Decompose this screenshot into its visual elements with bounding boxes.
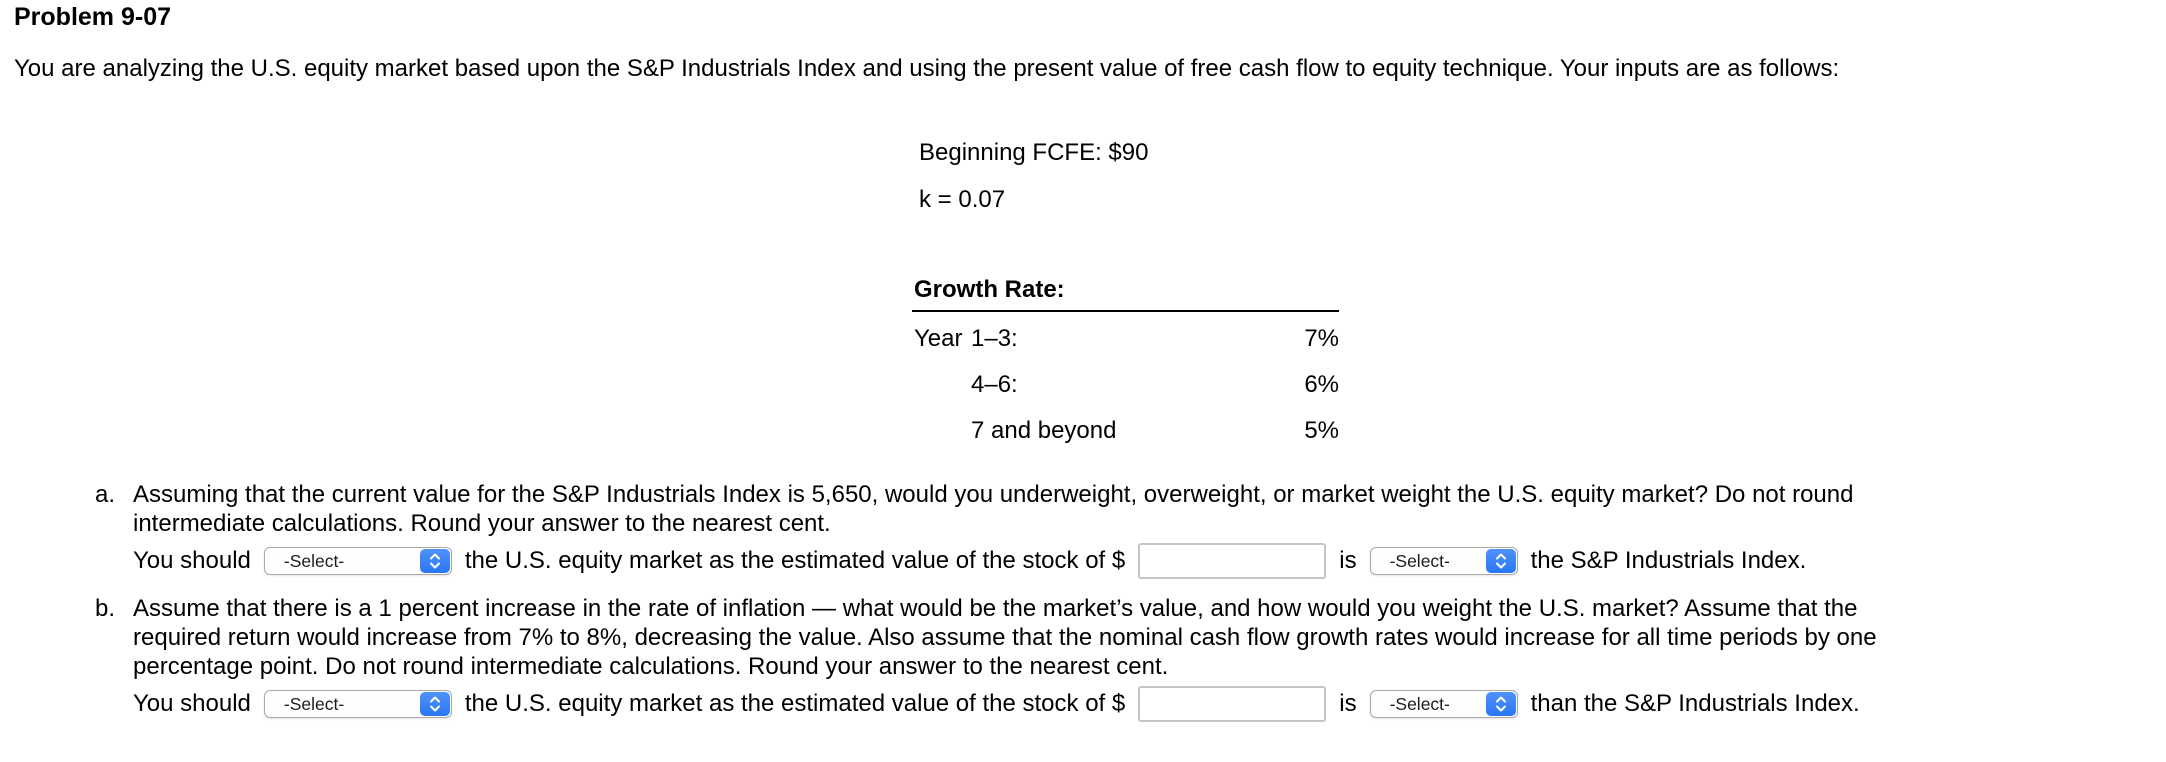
problem-page: Problem 9-07 You are analyzing the U.S. … bbox=[14, 3, 2152, 723]
answer-connector-text: is bbox=[1339, 690, 1357, 717]
part-b-weight-select[interactable]: -Select- bbox=[263, 690, 452, 718]
part-b: b. Assume that there is a 1 percent incr… bbox=[14, 594, 2152, 723]
given-values-block: Beginning FCFE: $90 k = 0.07 Growth Rate… bbox=[912, 140, 2152, 443]
problem-intro-text: You are analyzing the U.S. equity market… bbox=[14, 55, 1840, 82]
part-b-question-line: Assume that there is a 1 percent increas… bbox=[133, 595, 1858, 622]
select-placeholder: -Select- bbox=[1389, 693, 1450, 714]
growth-rate-heading: Growth Rate: bbox=[912, 277, 1339, 312]
part-b-comparison-select[interactable]: -Select- bbox=[1369, 690, 1518, 718]
growth-row-rate: 7% bbox=[1304, 325, 1339, 352]
part-a-estimated-value-input[interactable] bbox=[1138, 543, 1327, 579]
select-stepper-icon bbox=[1485, 549, 1516, 573]
answer-middle-text: the U.S. equity market as the estimated … bbox=[464, 547, 1126, 574]
part-a-marker: a. bbox=[95, 481, 116, 508]
growth-rate-row: 7 and beyond 5% bbox=[912, 419, 1339, 443]
select-stepper-icon bbox=[1485, 692, 1516, 716]
growth-rate-row: 4–6: 6% bbox=[912, 373, 1339, 397]
part-a-weight-select[interactable]: -Select- bbox=[263, 547, 452, 575]
answer-prefix-text: You should bbox=[133, 690, 251, 717]
growth-row-year-label: Year bbox=[914, 325, 963, 352]
answer-suffix-text: the S&P Industrials Index. bbox=[1530, 547, 1807, 574]
answer-prefix-text: You should bbox=[133, 547, 251, 574]
part-b-marker: b. bbox=[95, 595, 116, 622]
part-b-question-line: percentage point. Do not round intermedi… bbox=[133, 653, 1169, 680]
question-parts: a. Assuming that the current value for t… bbox=[14, 480, 2152, 723]
part-b-question-line: required return would increase from 7% t… bbox=[133, 624, 1877, 651]
select-stepper-icon bbox=[419, 549, 450, 573]
select-stepper-icon bbox=[419, 692, 450, 716]
select-placeholder: -Select- bbox=[283, 693, 345, 714]
select-placeholder: -Select- bbox=[1389, 550, 1450, 571]
growth-row-rate: 5% bbox=[1304, 417, 1339, 444]
answer-connector-text: is bbox=[1339, 547, 1357, 574]
beginning-fcfe-value: Beginning FCFE: $90 bbox=[919, 139, 1149, 166]
part-b-estimated-value-input[interactable] bbox=[1138, 686, 1327, 722]
part-a-question-line: Assuming that the current value for the … bbox=[133, 481, 1854, 508]
growth-rate-table: Growth Rate: Year 1–3: 7% 4–6: 6% 7 and … bbox=[912, 277, 1339, 443]
growth-row-period: 1–3: bbox=[971, 325, 1018, 352]
growth-row-rate: 6% bbox=[1304, 371, 1339, 398]
part-a-comparison-select[interactable]: -Select- bbox=[1369, 547, 1518, 575]
answer-suffix-text: than the S&P Industrials Index. bbox=[1530, 690, 1860, 717]
problem-title: Problem 9-07 bbox=[14, 3, 172, 31]
part-a-question-line: intermediate calculations. Round your an… bbox=[133, 510, 831, 537]
growth-row-year-label bbox=[914, 373, 971, 397]
answer-middle-text: the U.S. equity market as the estimated … bbox=[464, 690, 1126, 717]
growth-row-year-label bbox=[914, 419, 971, 443]
part-b-answer-row: You should -Select- the U.S. equity mark… bbox=[133, 685, 2152, 723]
select-placeholder: -Select- bbox=[283, 550, 345, 571]
part-a: a. Assuming that the current value for t… bbox=[14, 480, 2152, 580]
required-return-value: k = 0.07 bbox=[919, 186, 1006, 213]
growth-row-period: 7 and beyond bbox=[971, 417, 1117, 444]
growth-row-period: 4–6: bbox=[971, 371, 1018, 398]
part-a-answer-row: You should -Select- the U.S. equity mark… bbox=[133, 542, 2152, 580]
growth-rate-row: Year 1–3: 7% bbox=[912, 327, 1339, 351]
